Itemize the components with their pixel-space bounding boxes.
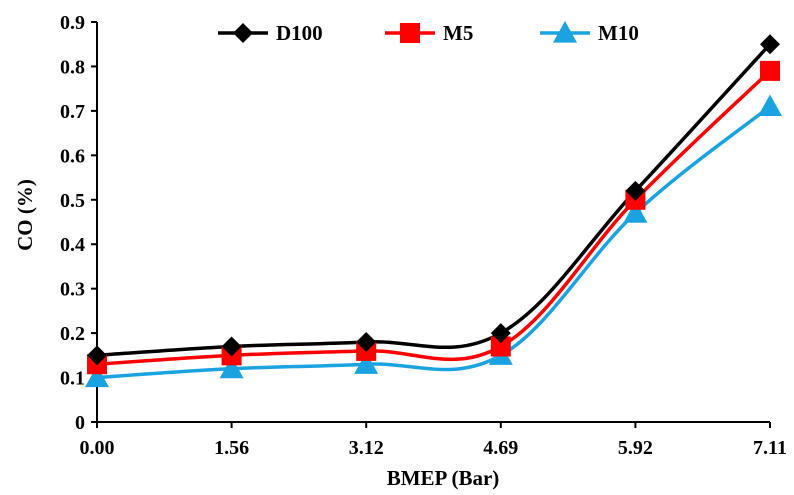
- x-tick-label: 1.56: [214, 437, 249, 459]
- legend-marker-m5: [400, 23, 420, 43]
- legend-label-d100: D100: [276, 21, 323, 45]
- point-d100: [625, 180, 646, 201]
- y-tick-label: 0.3: [60, 279, 85, 301]
- point-d100: [760, 34, 780, 55]
- y-tick-label: 0.7: [60, 101, 85, 123]
- x-tick-label: 7.11: [753, 437, 787, 459]
- y-tick-label: 0.5: [60, 190, 85, 212]
- y-tick-label: 0.6: [60, 145, 85, 167]
- point-d100: [221, 336, 242, 357]
- x-tick-label: 4.69: [483, 437, 518, 459]
- legend-label-m5: M5: [443, 21, 473, 45]
- y-tick-label: 0.2: [60, 323, 85, 345]
- x-tick-label: 0.00: [80, 437, 115, 459]
- point-m10: [85, 365, 109, 388]
- y-tick-label: 0.1: [60, 368, 85, 390]
- y-tick-label: 0.8: [60, 56, 85, 78]
- y-axis-title: CO (%): [13, 179, 37, 251]
- legend: D100 M5 M10: [218, 21, 639, 45]
- y-tick-label: 0.4: [60, 234, 85, 256]
- point-m10: [758, 94, 782, 117]
- point-m5: [490, 336, 511, 357]
- series-line-m5: [96, 69, 772, 366]
- point-d100: [87, 345, 107, 366]
- y-tick-label: 0.9: [60, 12, 85, 34]
- point-m5: [760, 60, 780, 81]
- point-d100: [490, 323, 511, 344]
- series-line-d100: [96, 43, 772, 358]
- x-tick-label: 3.12: [349, 437, 384, 459]
- x-tick-label: 5.92: [618, 437, 653, 459]
- point-m10: [354, 352, 379, 374]
- point-m10: [623, 201, 648, 223]
- legend-marker-m10: [553, 21, 577, 43]
- x-axis-title: BMEP (Bar): [387, 466, 500, 490]
- point-d100: [356, 332, 377, 352]
- legend-marker-d100: [233, 23, 253, 43]
- series-line-m10: [96, 105, 772, 380]
- y-tick-label: 0: [75, 412, 85, 434]
- point-m10: [219, 356, 244, 379]
- legend-label-m10: M10: [598, 21, 639, 45]
- series-markers: [85, 34, 782, 388]
- series-lines: [96, 43, 772, 380]
- tick-labels: 0 0.1 0.2 0.3 0.4 0.5 0.6 0.7 0.8 0.9 0.00 1.56 3.12…: [60, 12, 787, 459]
